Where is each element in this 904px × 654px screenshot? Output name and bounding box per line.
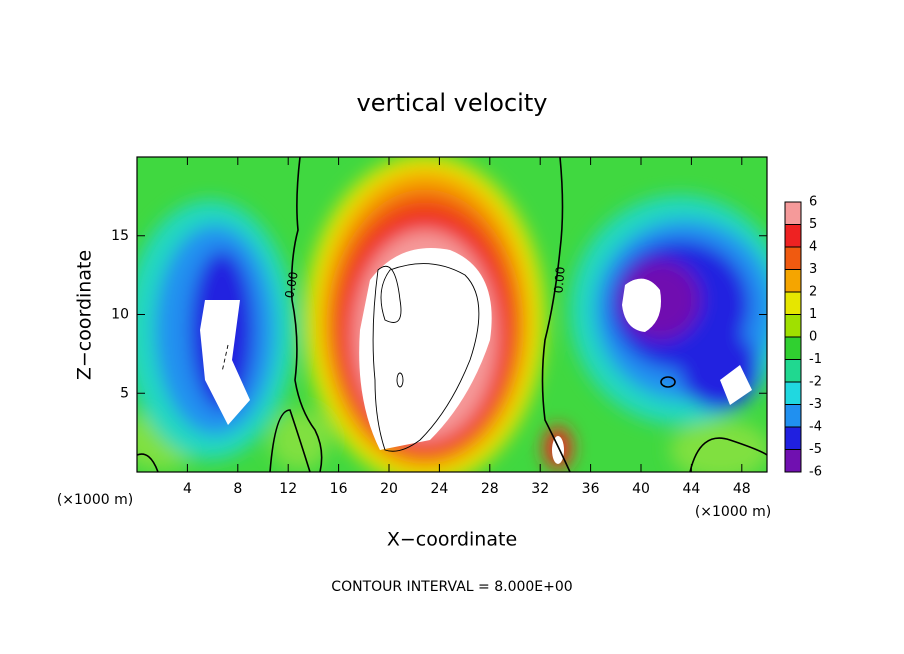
y-tick-label: 15 bbox=[111, 228, 129, 244]
x-tick-label: 8 bbox=[233, 481, 242, 497]
colorbar-label: -4 bbox=[809, 420, 822, 435]
colorbar-label: 5 bbox=[809, 217, 817, 232]
colorbar-label: 1 bbox=[809, 307, 817, 322]
colorbar-band bbox=[785, 449, 801, 472]
colorbar-label: -5 bbox=[809, 442, 822, 457]
colorbar-band bbox=[785, 359, 801, 382]
x-tick-label: 44 bbox=[682, 481, 700, 497]
x-tick-label: 12 bbox=[279, 481, 297, 497]
colorbar-label: 2 bbox=[809, 285, 817, 300]
colorbar-label: -6 bbox=[809, 465, 822, 480]
colorbar-label: 3 bbox=[809, 262, 817, 277]
footnote: CONTOUR INTERVAL = 8.000E+00 bbox=[331, 579, 572, 595]
colorbar-label: -1 bbox=[809, 352, 822, 367]
field bbox=[137, 157, 767, 472]
x-unit-label: (×1000 m) bbox=[695, 504, 771, 520]
colorbar-band bbox=[785, 427, 801, 450]
colorbar-band bbox=[785, 404, 801, 427]
contour-label: 0.00 bbox=[282, 271, 300, 300]
colorbar-label: -3 bbox=[809, 397, 822, 412]
colorbar-band bbox=[785, 202, 801, 225]
x-tick-label: 16 bbox=[330, 481, 348, 497]
x-tick-label: 20 bbox=[380, 481, 398, 497]
x-tick-label: 40 bbox=[632, 481, 650, 497]
x-tick-label: 48 bbox=[733, 481, 751, 497]
contour-label: 0.00 bbox=[551, 266, 567, 294]
x-axis-title: X−coordinate bbox=[387, 529, 517, 551]
colorbar-band bbox=[785, 314, 801, 337]
colorbar-band bbox=[785, 337, 801, 360]
x-tick-label: 28 bbox=[481, 481, 499, 497]
colorbar-band bbox=[785, 292, 801, 315]
chart-title: vertical velocity bbox=[357, 89, 548, 117]
y-axis-title: Z−coordinate bbox=[74, 250, 96, 380]
x-unit-label: (×1000 m) bbox=[57, 492, 133, 508]
colorbar-label: 0 bbox=[809, 330, 817, 345]
x-tick-label: 36 bbox=[582, 481, 600, 497]
colorbar-band bbox=[785, 269, 801, 292]
colorbar-band bbox=[785, 247, 801, 270]
colorbar-label: 6 bbox=[809, 195, 817, 210]
y-tick-label: 10 bbox=[111, 307, 129, 323]
colorbar-label: -2 bbox=[809, 375, 822, 390]
x-tick-label: 32 bbox=[531, 481, 549, 497]
x-tick-label: 24 bbox=[430, 481, 448, 497]
colorbar-label: 4 bbox=[809, 240, 817, 255]
x-tick-label: 4 bbox=[183, 481, 192, 497]
y-tick-label: 5 bbox=[120, 385, 129, 401]
colorbar-band bbox=[785, 382, 801, 405]
colorbar-band bbox=[785, 224, 801, 247]
